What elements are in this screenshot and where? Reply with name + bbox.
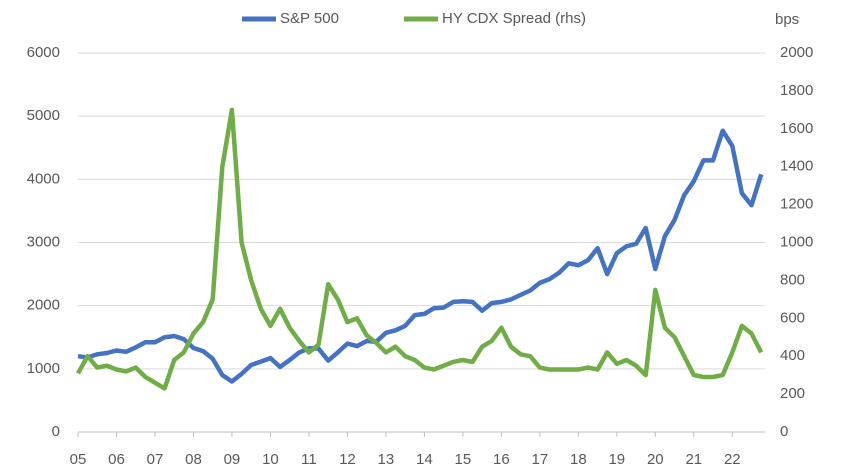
x-tick-label: 10 [262, 451, 279, 468]
y-tick-label: 2000 [27, 297, 60, 314]
y2-tick-label: 1600 [780, 120, 813, 137]
x-tick-label: 08 [185, 451, 202, 468]
x-tick-label: 14 [416, 451, 433, 468]
y2-tick-label: 800 [780, 271, 805, 288]
y-tick-label: 4000 [27, 170, 60, 187]
y-tick-label: 5000 [27, 107, 60, 124]
x-tick-label: 09 [224, 451, 241, 468]
y2-tick-label: 400 [780, 347, 805, 364]
x-tick-label: 18 [570, 451, 587, 468]
series-line [77, 128, 764, 384]
y2-tick-label: 0 [780, 423, 788, 440]
y-tick-label: 3000 [27, 233, 60, 250]
x-tick-label: 11 [301, 451, 317, 468]
x-tick-label: 13 [378, 451, 395, 468]
x-tick-label: 05 [70, 451, 87, 468]
y2-tick-label: 1000 [780, 233, 813, 250]
x-tick-label: 07 [147, 451, 164, 468]
y2-tick-label: 1800 [780, 82, 813, 99]
series-line [76, 107, 764, 391]
x-tick-label: 17 [532, 451, 549, 468]
y2-tick-label: 1400 [780, 158, 813, 175]
y2-tick-label: 2000 [780, 44, 813, 61]
x-tick-label: 21 [685, 451, 702, 468]
x-tick-label: 19 [608, 451, 625, 468]
y-tick-label: 6000 [27, 44, 60, 61]
y2-axis-label: bps [775, 11, 799, 28]
y-tick-label: 1000 [27, 360, 60, 377]
y-tick-label: 0 [52, 423, 60, 440]
x-tick-label: 16 [493, 451, 510, 468]
y2-tick-label: 600 [780, 309, 805, 326]
legend-label: S&P 500 [280, 10, 339, 27]
x-tick-label: 15 [455, 451, 472, 468]
y2-tick-label: 1200 [780, 196, 813, 213]
x-tick-label: 06 [108, 451, 125, 468]
legend-label: HY CDX Spread (rhs) [442, 10, 586, 27]
x-tick-label: 22 [724, 451, 741, 468]
y2-tick-label: 200 [780, 385, 805, 402]
x-tick-label: 20 [647, 451, 664, 468]
x-tick-label: 12 [339, 451, 356, 468]
